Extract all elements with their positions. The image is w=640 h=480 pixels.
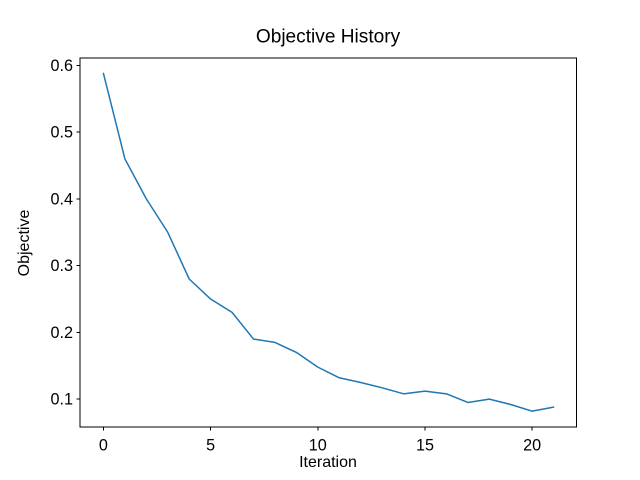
svg-text:Objective History: Objective History	[256, 27, 401, 48]
svg-text:0.1: 0.1	[50, 391, 73, 409]
svg-text:10: 10	[309, 437, 327, 455]
svg-text:0: 0	[99, 437, 108, 455]
svg-text:0.2: 0.2	[50, 324, 73, 342]
svg-text:0.4: 0.4	[50, 191, 73, 209]
svg-text:0.6: 0.6	[50, 57, 73, 75]
svg-text:20: 20	[523, 437, 541, 455]
svg-text:0.5: 0.5	[50, 124, 73, 142]
svg-text:Iteration: Iteration	[299, 454, 357, 471]
svg-text:15: 15	[416, 437, 434, 455]
svg-text:0.3: 0.3	[50, 257, 73, 275]
svg-text:Objective: Objective	[16, 210, 33, 277]
svg-text:5: 5	[206, 437, 215, 455]
